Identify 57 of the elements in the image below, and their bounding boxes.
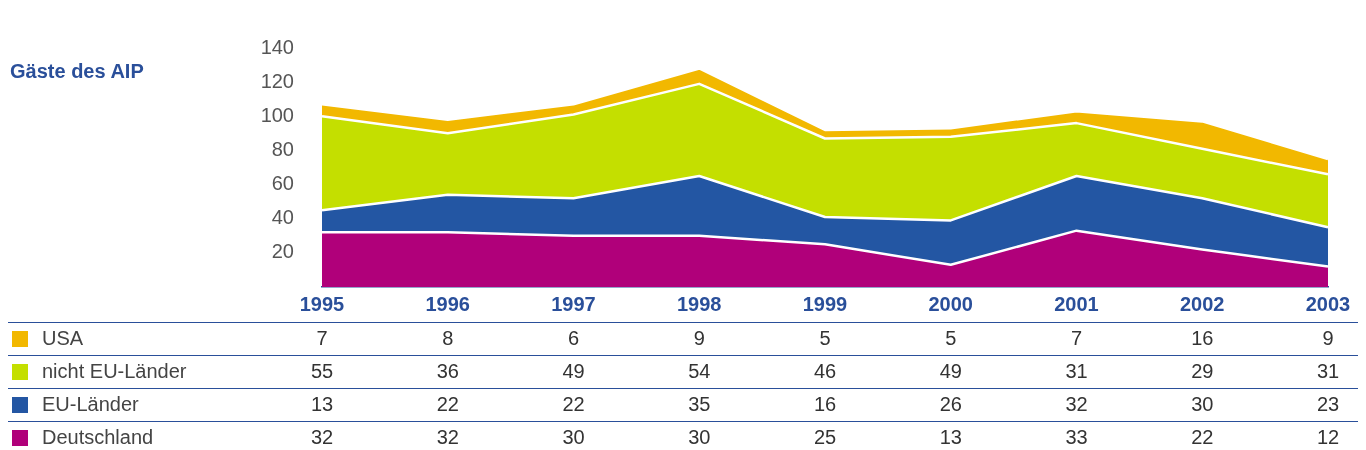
- data-label: 29: [1191, 359, 1214, 382]
- data-label: 23: [1316, 392, 1340, 415]
- x-tick-label: 1998: [677, 292, 722, 315]
- data-label: 13: [939, 425, 962, 448]
- legend-label: nicht EU-Länder: [42, 359, 187, 382]
- data-label: 7: [316, 326, 328, 349]
- data-label: 12: [1316, 425, 1340, 448]
- data-label: 35: [688, 392, 711, 415]
- data-label: 36: [436, 359, 459, 382]
- y-tick-label: 140: [260, 35, 294, 58]
- data-label: 16: [1191, 326, 1214, 349]
- x-tick-label: 1997: [551, 292, 596, 315]
- data-label: 31: [1316, 359, 1340, 382]
- data-label: 32: [436, 425, 459, 448]
- data-label: 6: [567, 326, 580, 349]
- x-tick-label: 1996: [425, 292, 470, 315]
- x-tick-label: 2003: [1305, 292, 1351, 315]
- y-tick-label: 40: [271, 206, 294, 229]
- data-label: 5: [945, 326, 957, 349]
- data-label: 46: [813, 359, 837, 382]
- data-label: 32: [1065, 392, 1088, 415]
- y-tick-label: 100: [260, 103, 294, 126]
- data-label: 30: [562, 425, 585, 448]
- data-label: 22: [436, 392, 459, 415]
- x-tick-label: 2001: [1054, 292, 1099, 315]
- data-label: 22: [1191, 425, 1214, 448]
- x-tick-label: 1999: [802, 292, 848, 315]
- data-label: 49: [562, 359, 585, 382]
- data-label: 33: [1065, 425, 1088, 448]
- data-label: 54: [688, 359, 711, 382]
- data-label: 9: [1322, 326, 1334, 349]
- x-tick-label: 1995: [299, 292, 345, 315]
- data-label: 13: [310, 392, 334, 415]
- x-tick-label: 2000: [928, 292, 973, 315]
- data-label: 32: [310, 425, 334, 448]
- data-label: 49: [939, 359, 962, 382]
- y-tick-label: 80: [271, 137, 294, 160]
- legend-label: Deutschland: [42, 425, 154, 448]
- data-label: 30: [688, 425, 711, 448]
- legend-label: USA: [42, 326, 84, 349]
- y-tick-label: 120: [260, 69, 294, 92]
- data-label: 55: [310, 359, 334, 382]
- data-label: 5: [819, 326, 831, 349]
- data-label: 7: [1070, 326, 1083, 349]
- data-label: 25: [813, 425, 837, 448]
- text: Gäste des AIP: [10, 59, 144, 82]
- data-label: 16: [813, 392, 837, 415]
- x-tick-label: 2002: [1180, 292, 1225, 315]
- data-label: 22: [562, 392, 585, 415]
- data-label: 26: [939, 392, 962, 415]
- legend-label: EU-Länder: [42, 392, 140, 415]
- data-label: 8: [442, 326, 454, 349]
- y-tick-label: 60: [271, 172, 294, 195]
- data-label: 30: [1191, 392, 1214, 415]
- data-label: 9: [693, 326, 705, 349]
- data-label: 31: [1065, 359, 1088, 382]
- y-tick-label: 20: [271, 240, 294, 263]
